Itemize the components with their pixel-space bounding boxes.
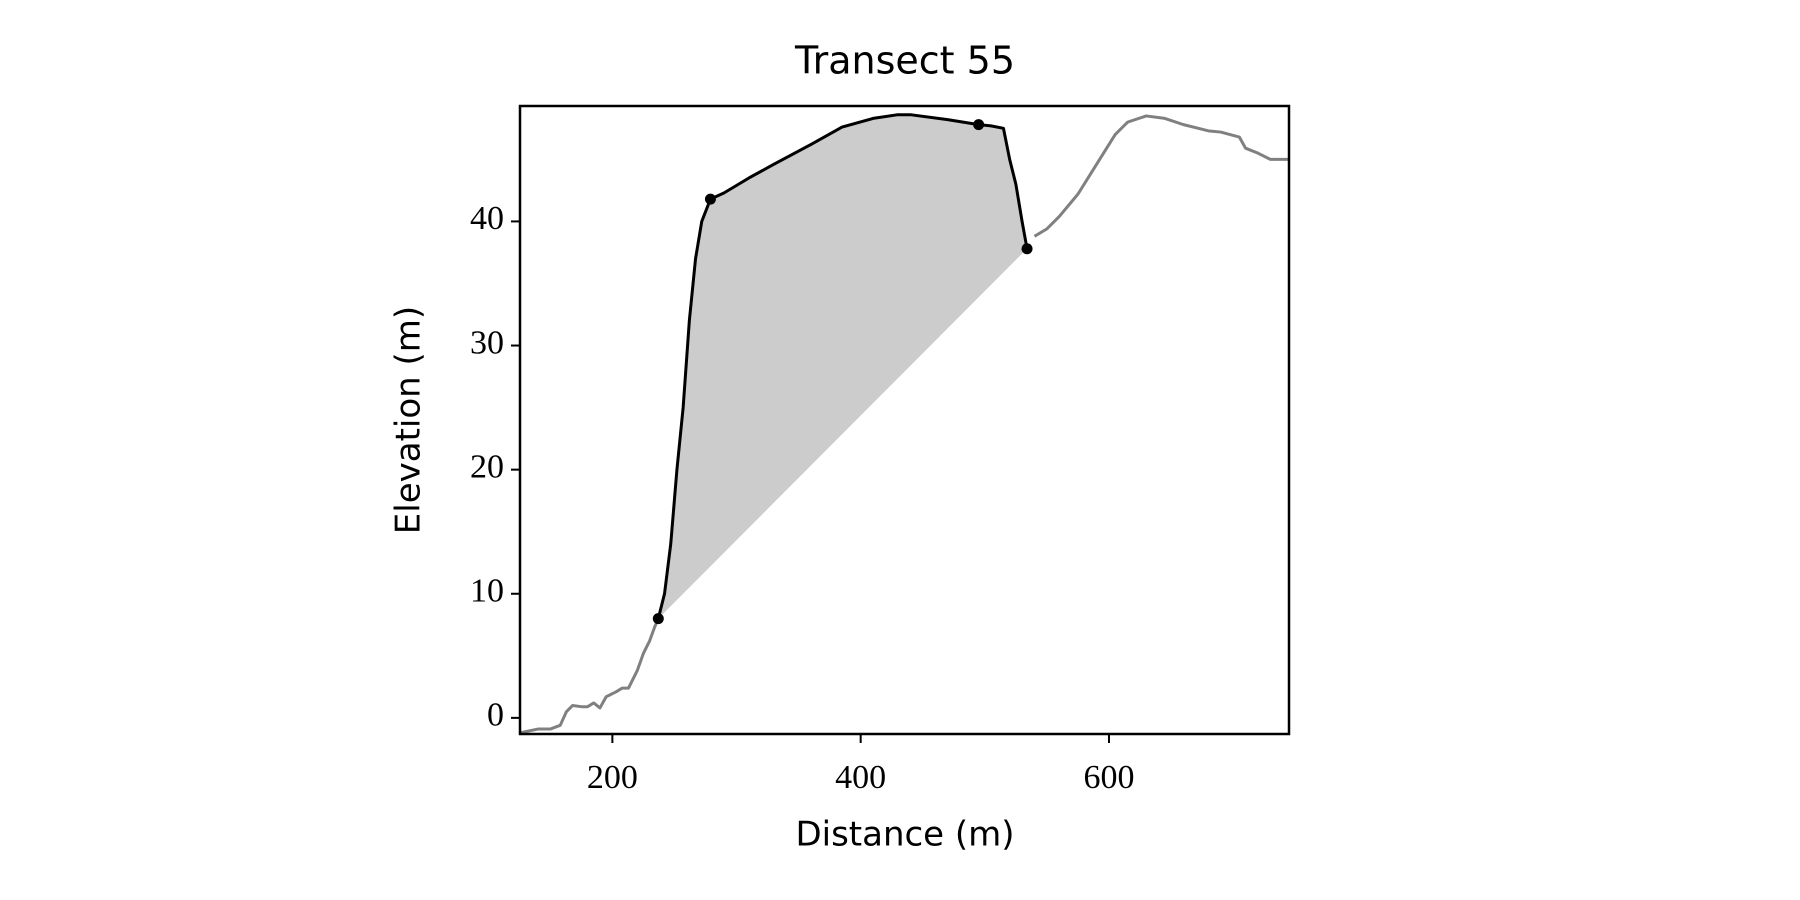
- y-tick-label: 20: [470, 448, 504, 485]
- line: [520, 114, 1289, 735]
- y-tick-label: 40: [470, 200, 504, 237]
- y-tick-label: 0: [487, 697, 504, 734]
- y-tick-label: 10: [470, 573, 504, 610]
- x-tick-label: 200: [587, 759, 638, 796]
- x-tick-label: 400: [835, 759, 886, 796]
- plot-frame: [518, 104, 1291, 736]
- fill-area: [658, 114, 1028, 619]
- point: [652, 613, 664, 625]
- point: [1021, 243, 1033, 255]
- point: [704, 193, 716, 205]
- y-tick-label: 30: [470, 324, 504, 361]
- chart-title: Transect 55: [794, 39, 1015, 83]
- line: [656, 113, 1029, 619]
- x-tick-label: 600: [1083, 759, 1134, 796]
- point: [973, 119, 985, 131]
- y-axis-label: Elevation (m): [389, 306, 429, 534]
- x-axis-label: Distance (m): [795, 815, 1014, 855]
